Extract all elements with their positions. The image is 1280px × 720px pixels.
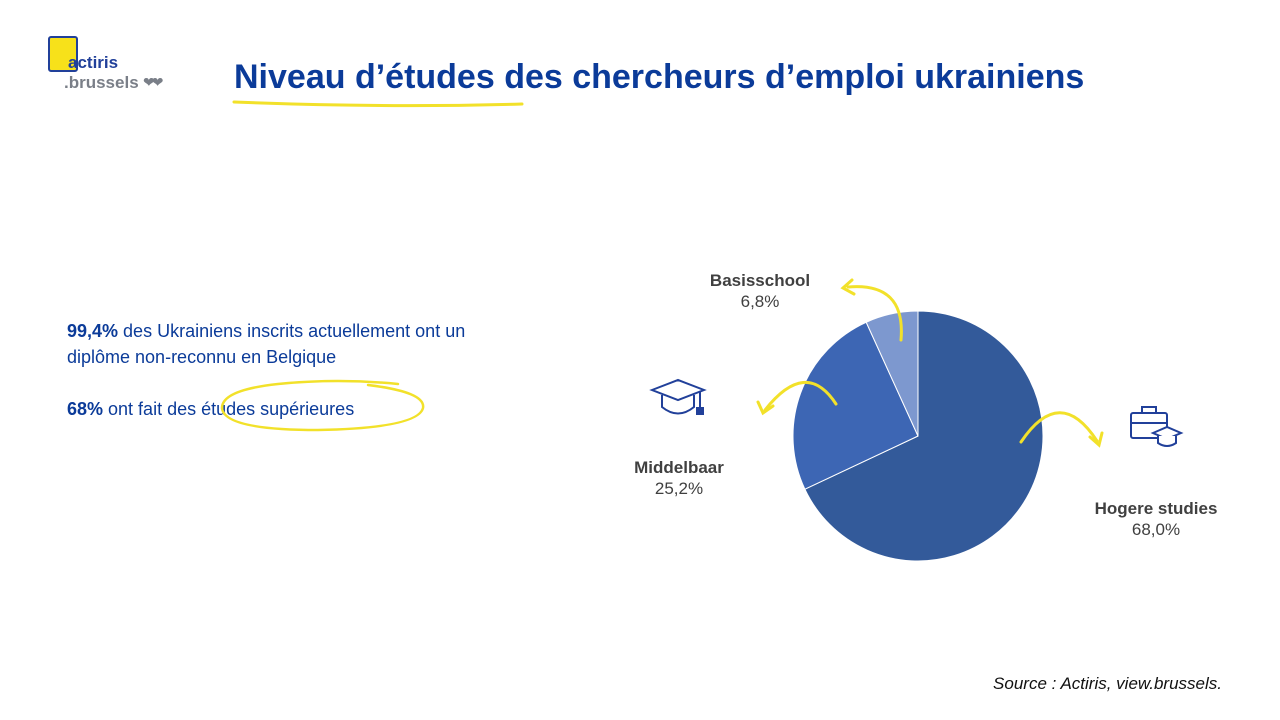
pie-slices: [792, 310, 1044, 562]
logo-text-actiris: actiris: [68, 53, 119, 72]
logo-text-brussels: .brussels: [64, 73, 139, 92]
stats-text: 99,4% des Ukrainiens inscrits actuelleme…: [67, 318, 507, 448]
pie-slice-basisschool: [865, 310, 919, 437]
pie-slice-hogere-studies: [804, 310, 1044, 562]
source-note: Source : Actiris, view.brussels.: [993, 674, 1222, 693]
label-name: Middelbaar: [634, 458, 724, 477]
pie-slice-middelbaar: [792, 321, 919, 490]
arrow-hogere-studies: [1019, 411, 1104, 448]
page-title: Niveau d’études des chercheurs d’emploi …: [234, 58, 1085, 96]
stat-higher-education: 68% ont fait des études supérieures: [67, 396, 507, 422]
stat-value-higher: 68%: [67, 399, 104, 419]
label-hogere-studies: Hogere studies 68,0%: [1076, 498, 1236, 540]
actiris-logo: actiris .brussels ❤❤: [46, 34, 186, 94]
arrow-basisschool: [840, 278, 903, 342]
graduation-cap-icon: [649, 378, 707, 415]
label-basisschool: Basisschool 6,8%: [690, 270, 830, 312]
label-value: 6,8%: [740, 292, 780, 311]
label-value: 68,0%: [1131, 520, 1181, 539]
stat-value-unrecognized: 99,4%: [67, 321, 119, 341]
stat-unrecognized-diploma: 99,4% des Ukrainiens inscrits actuelleme…: [67, 318, 507, 370]
stat-highlight-higher: études supérieures: [201, 399, 355, 419]
title-underline-stroke: [232, 100, 524, 108]
label-value: 25,2%: [654, 479, 704, 498]
stat-text-unrecognized: des Ukrainiens inscrits actuellement ont…: [67, 321, 466, 367]
logo-square: [48, 36, 78, 72]
logo-hearts-icon: ❤❤: [143, 74, 164, 90]
briefcase-graduation-icon: [1130, 406, 1184, 447]
label-name: Hogere studies: [1094, 499, 1218, 518]
arrow-middelbaar: [756, 380, 838, 416]
stat-text-higher: ont fait des: [103, 399, 202, 419]
label-middelbaar: Middelbaar 25,2%: [609, 457, 749, 499]
highlight-circle-mark: [220, 379, 425, 432]
label-name: Basisschool: [709, 271, 811, 290]
